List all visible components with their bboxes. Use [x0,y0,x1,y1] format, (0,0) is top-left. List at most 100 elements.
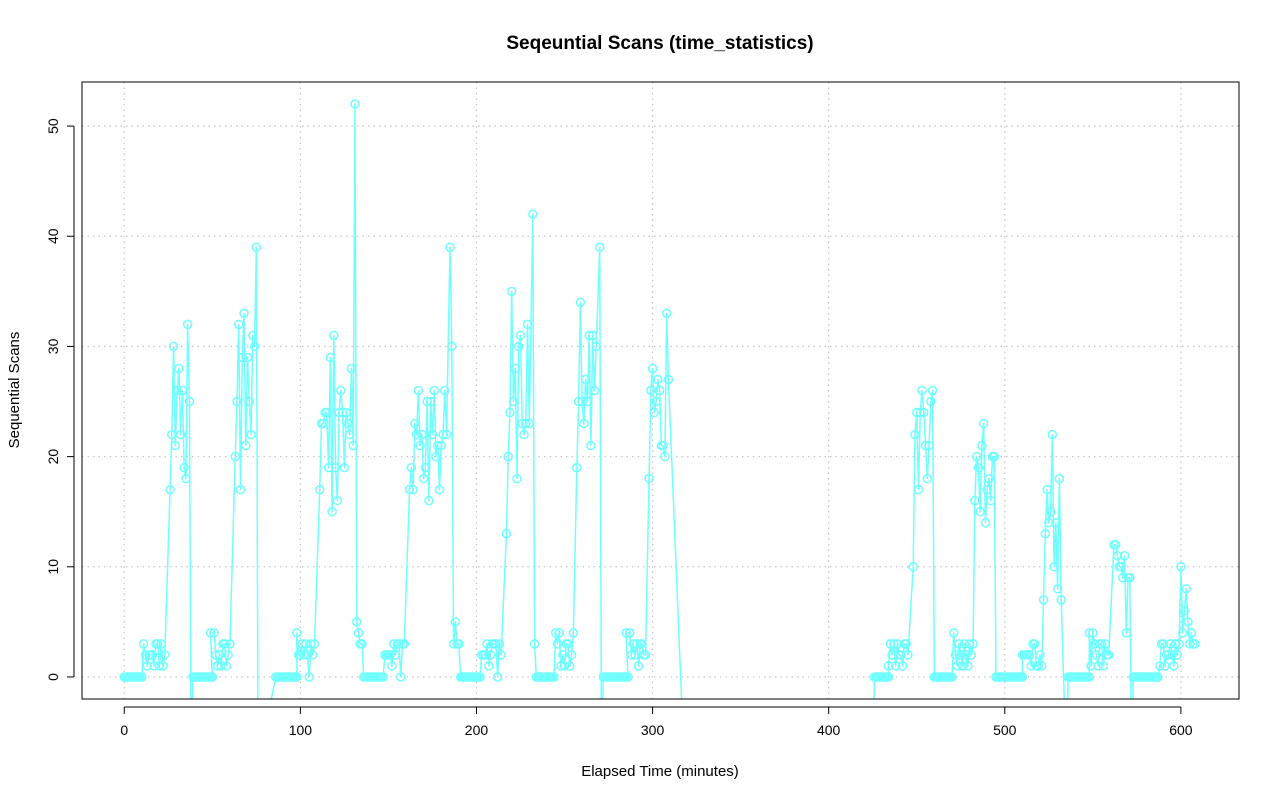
data-point [582,396,593,407]
data-point [242,352,253,363]
data-point [1051,517,1061,528]
data-point [508,396,519,407]
x-tick-label: 500 [993,722,1017,738]
data-point [989,451,999,462]
data-point [175,429,186,440]
data-point [394,639,404,649]
data-point [580,374,591,385]
data-point [484,661,494,671]
data-point [408,484,418,495]
data-point [653,374,663,385]
x-tick-label: 0 [120,722,128,738]
data-point [572,462,582,473]
data-point [1174,639,1184,649]
data-point [357,639,367,649]
data-point [926,396,936,407]
data-point [1183,617,1193,627]
data-point [586,440,596,451]
data-point [149,661,159,671]
data-point [434,484,445,495]
data-point [628,639,638,649]
plot-frame [81,81,1240,700]
data-point [1098,661,1109,671]
data-point [179,462,189,473]
data-point [1179,606,1190,616]
data-point [1110,540,1121,550]
data-point [1038,595,1049,605]
data-point [1158,639,1169,649]
data-point [568,628,579,638]
data-point [1044,517,1054,528]
data-point [137,672,147,682]
data-point [917,385,927,396]
data-point [325,352,336,363]
data-point [1084,672,1095,682]
data-point [1100,639,1110,649]
data-point [644,473,654,484]
data-point [1088,628,1098,638]
data-point [591,341,601,352]
data-point [1026,661,1036,671]
data-point [417,429,427,440]
data-point [440,385,450,396]
data-point [1054,473,1065,484]
data-point [309,639,320,649]
data-point [158,661,168,671]
data-point [323,462,334,473]
data-point [892,639,903,649]
data-point [927,385,938,396]
data-point [982,484,992,495]
data-point [447,341,457,352]
data-point [558,650,568,660]
data-point [623,672,633,682]
data-point [184,396,195,407]
data-point [241,440,251,451]
data-point [1047,429,1058,440]
data-point [385,650,395,660]
data-point [154,661,165,671]
data-point [896,650,906,660]
x-tick-label: 300 [641,722,665,738]
data-point [395,672,406,682]
data-point [549,672,559,682]
data-point [1186,628,1197,638]
data-point [1125,573,1135,583]
data-point [1052,584,1063,594]
data-point [1084,628,1095,638]
data-point [970,495,980,506]
data-point [584,330,594,341]
data-point [1170,639,1181,649]
data-point [454,639,464,649]
data-point [952,661,962,671]
data-point [658,440,668,451]
data-point [318,418,329,429]
data-point [432,440,443,451]
data-point [1121,628,1132,638]
data-point [209,628,219,638]
data-point [984,473,994,484]
data-point [160,650,170,660]
data-point [350,99,360,109]
data-point [482,639,492,649]
data-point [649,407,660,418]
data-point [975,506,985,517]
data-point [494,639,505,649]
data-point [522,319,533,330]
data-point [436,440,447,451]
data-point [908,562,918,572]
data-point [223,650,233,660]
data-point [492,672,503,682]
data-point [524,418,535,429]
data-point [1037,661,1047,671]
data-point [646,385,656,396]
data-point [883,672,894,682]
data-point [651,396,661,407]
x-tick-label: 100 [289,722,313,738]
data-point [647,363,658,374]
x-tick-label: 600 [1169,722,1193,738]
data-point [556,661,566,671]
data-point [512,473,522,484]
data-point [1089,639,1100,649]
data-point [897,661,908,671]
